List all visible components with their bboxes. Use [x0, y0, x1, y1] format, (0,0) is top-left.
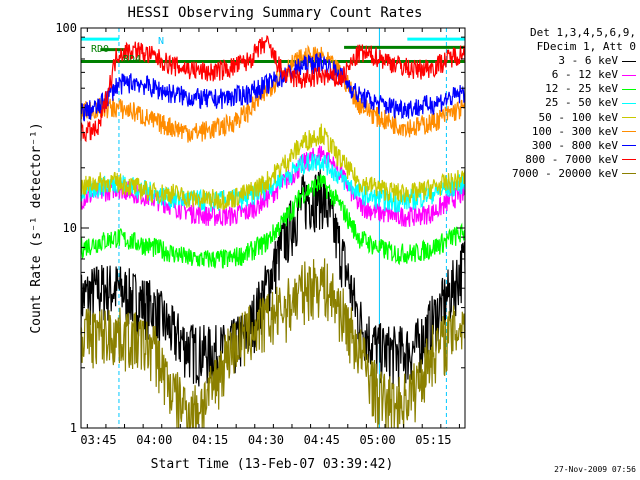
legend-label: 3 - 6 keV [558, 54, 618, 68]
x-tick-labels: 03:45 04:00 04:15 04:30 04:45 05:00 05:15 [80, 433, 451, 447]
legend-swatch [622, 103, 636, 105]
legend-label: 7000 - 20000 keV [512, 166, 618, 180]
x-tick-label-0400: 04:00 [136, 433, 172, 447]
legend: Det 1,3,4,5,6,9, FDecim 1, Att 0 3 - 6 k… [476, 26, 636, 181]
series-line-5 [80, 44, 466, 143]
y-tick-label-1: 1 [70, 421, 77, 435]
legend-entry: 3 - 6 keV [476, 54, 636, 68]
legend-entry: 50 - 100 keV [476, 111, 636, 125]
legend-swatch [622, 131, 636, 133]
y-tick-label-10: 10 [63, 221, 77, 235]
legend-label: 12 - 25 keV [545, 82, 618, 96]
series-line-6 [80, 53, 466, 122]
x-tick-label-0415: 04:15 [192, 433, 228, 447]
y-tick-labels: 1 10 100 [55, 21, 77, 435]
series-line-0 [80, 167, 466, 389]
legend-swatch [622, 145, 636, 147]
legend-entry: 7000 - 20000 keV [476, 167, 636, 181]
plot-area: RD0 RD4 N [80, 27, 466, 429]
legend-swatch [622, 60, 636, 62]
legend-label: 800 - 7000 keV [525, 152, 618, 166]
series-line-7 [80, 35, 466, 143]
legend-swatch [622, 173, 636, 175]
x-tick-label-0515: 05:15 [415, 433, 451, 447]
y-tick-label-100: 100 [55, 21, 77, 35]
annotation-n: N [158, 36, 164, 47]
y-axis-label: Count Rate (s⁻¹ detector⁻¹) [29, 122, 44, 333]
series-line-2 [80, 174, 466, 269]
chart-title: HESSI Observing Summary Count Rates [127, 5, 422, 21]
annotation-rd4: RD4 [123, 54, 141, 65]
legend-entry: 300 - 800 keV [476, 139, 636, 153]
series-line-4 [80, 123, 466, 211]
legend-entry: 12 - 25 keV [476, 82, 636, 96]
legend-label: 6 - 12 keV [551, 68, 618, 82]
legend-header-line-2: FDecim 1, Att 0 [536, 40, 636, 54]
x-tick-label-0430: 04:30 [248, 433, 284, 447]
legend-swatch [622, 117, 636, 119]
legend-header-line-1: Det 1,3,4,5,6,9, [530, 26, 636, 39]
legend-entry: 800 - 7000 keV [476, 153, 636, 167]
legend-entry: 100 - 300 keV [476, 125, 636, 139]
x-tick-label-0445: 04:45 [304, 433, 340, 447]
x-tick-label-0500: 05:00 [359, 433, 395, 447]
legend-entry: 6 - 12 keV [476, 68, 636, 82]
legend-label: 25 - 50 keV [545, 96, 618, 110]
legend-label: 100 - 300 keV [531, 124, 618, 138]
legend-swatch [622, 88, 636, 90]
x-tick-label-0345: 03:45 [80, 433, 116, 447]
legend-label: 50 - 100 keV [538, 110, 618, 124]
annotation-rd0: RD0 [91, 44, 109, 55]
legend-swatch [622, 74, 636, 76]
legend-label: 300 - 800 keV [531, 138, 618, 152]
legend-entry: 25 - 50 keV [476, 96, 636, 110]
legend-swatch [622, 159, 636, 161]
x-axis-label: Start Time (13-Feb-07 03:39:42) [151, 457, 394, 472]
generated-timestamp: 27-Nov-2009 07:56 [554, 465, 636, 474]
series-line-8 [80, 258, 466, 429]
